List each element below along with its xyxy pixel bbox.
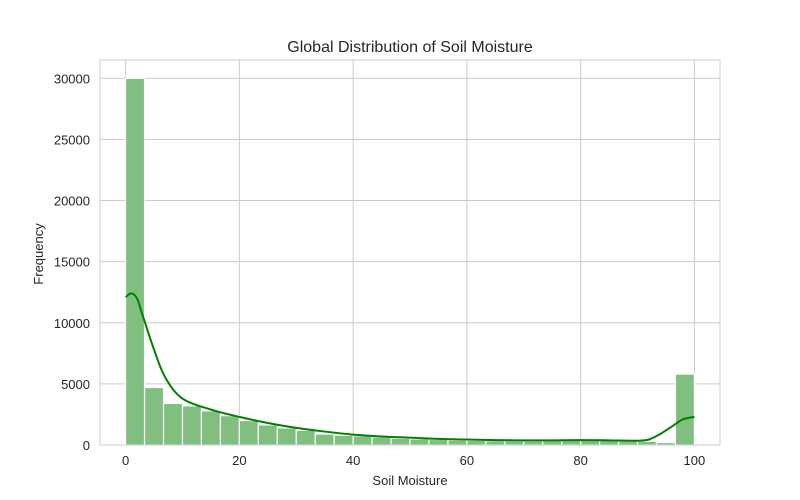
y-tick-label: 10000 (54, 316, 90, 331)
plot-frame (99, 59, 721, 446)
histogram-bar (636, 440, 658, 446)
histogram-bar (295, 429, 316, 446)
x-tick-label: 20 (232, 453, 246, 468)
x-axis-ticks: 0 20 40 60 80 100 (122, 453, 705, 468)
histogram-bar (504, 440, 525, 446)
histogram-bar (257, 424, 278, 446)
histogram-bar (181, 405, 203, 446)
histogram-bar (276, 427, 297, 446)
chart-title: Global Distribution of Soil Moisture (287, 39, 533, 56)
histogram-bar (674, 373, 696, 446)
y-tick-label: 30000 (54, 71, 90, 86)
histogram-bar (447, 439, 468, 446)
histogram-bar (333, 434, 354, 446)
kde-curve (124, 292, 695, 442)
histogram-bar (352, 435, 373, 446)
histogram-bar (124, 77, 146, 446)
histogram-bars (124, 77, 696, 446)
y-tick-label: 20000 (54, 194, 90, 209)
y-tick-label: 25000 (54, 132, 90, 147)
y-tick-label: 15000 (54, 255, 90, 270)
y-tick-label: 5000 (61, 377, 90, 392)
x-tick-label: 100 (684, 453, 706, 468)
histogram-bar (143, 386, 165, 446)
histogram-bar (409, 438, 430, 446)
histogram-bar (162, 402, 184, 446)
histogram-bar (466, 439, 487, 446)
histogram-bar (390, 437, 411, 446)
x-axis-title: Soil Moisture (372, 473, 447, 488)
histogram-bar (428, 438, 449, 446)
x-tick-label: 0 (122, 453, 129, 468)
x-tick-label: 60 (460, 453, 474, 468)
y-axis-ticks: 0 5000 10000 15000 20000 25000 30000 (54, 71, 90, 453)
histogram-bar (314, 433, 335, 446)
y-axis-title: Frequency (31, 223, 46, 285)
histogram-bar (485, 440, 506, 446)
grid-lines (100, 60, 720, 446)
histogram-bar (523, 440, 544, 446)
histogram-bar (238, 419, 259, 446)
histogram-bar (371, 436, 392, 446)
x-tick-label: 40 (346, 453, 360, 468)
y-tick-label: 0 (83, 438, 90, 453)
x-tick-label: 80 (573, 453, 587, 468)
histogram-bar (219, 415, 240, 446)
histogram-bar (200, 410, 222, 446)
